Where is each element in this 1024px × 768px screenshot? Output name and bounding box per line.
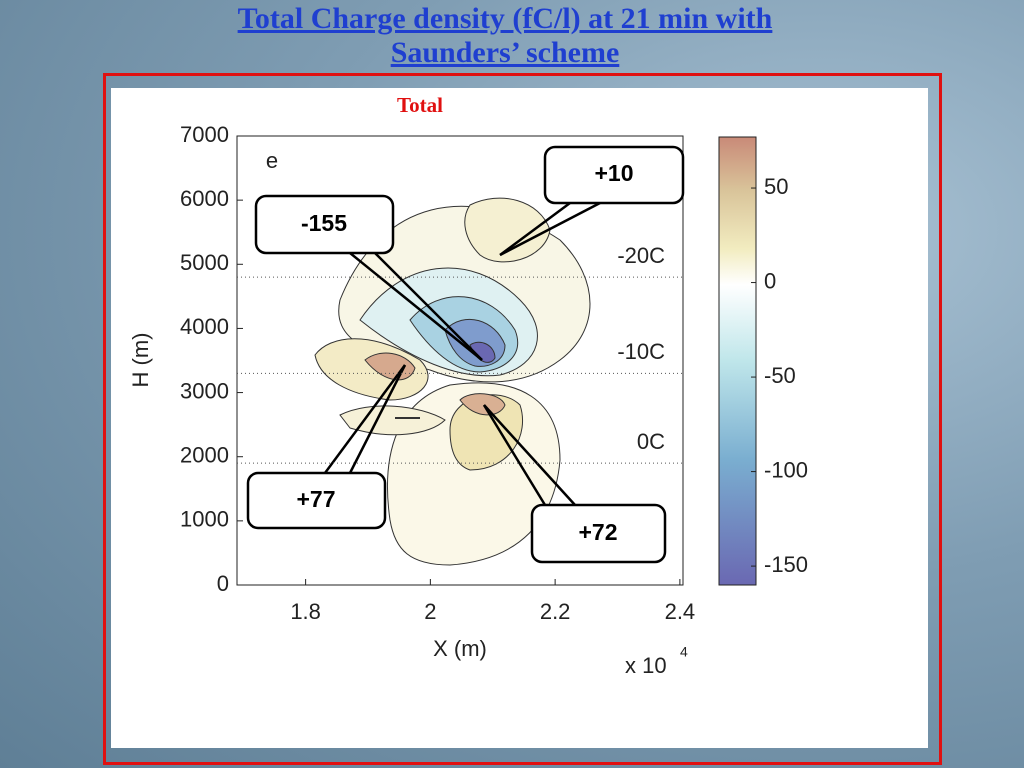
frame xyxy=(103,73,942,765)
colorbar-tick-label: 50 xyxy=(764,174,788,199)
callout-label: +77 xyxy=(296,486,335,512)
callout-label: +72 xyxy=(578,519,617,545)
colorbar-tick-label: -150 xyxy=(764,552,808,577)
contours xyxy=(314,197,591,566)
colorbar-tick-label: -100 xyxy=(764,457,808,482)
isotherm-label: -20C xyxy=(617,243,665,268)
isotherm-label: -10C xyxy=(617,339,665,364)
colorbar-tick-label: -50 xyxy=(764,363,796,388)
y-tick-label: 0 xyxy=(217,571,229,596)
x-tick-label: 1.8 xyxy=(290,599,321,624)
x-tick-label: 2.2 xyxy=(540,599,571,624)
y-tick-label: 7000 xyxy=(180,122,229,147)
y-tick-label: 5000 xyxy=(180,250,229,275)
y-axis-label: H (m) xyxy=(128,333,153,388)
y-tick-label: 2000 xyxy=(180,443,229,468)
isotherm-label: 0C xyxy=(637,429,665,454)
x-axis-label: X (m) xyxy=(433,636,487,661)
x-scale-exponent: 4 xyxy=(680,644,688,660)
axes-frame xyxy=(236,135,684,586)
y-tick-label: 3000 xyxy=(180,378,229,403)
x-tick-label: 2.4 xyxy=(665,599,696,624)
callout-label: -155 xyxy=(301,210,347,236)
slide-title: Total Charge density (fC/l) at 21 min wi… xyxy=(237,2,773,69)
x-tick-label: 2 xyxy=(424,599,436,624)
callouts xyxy=(246,145,685,564)
panel-label: e xyxy=(266,148,278,173)
colorbar-tick-label: 0 xyxy=(764,268,776,293)
y-tick-label: 1000 xyxy=(180,507,229,532)
y-tick-label: 4000 xyxy=(180,314,229,339)
callout-label: +10 xyxy=(594,160,633,186)
x-scale-base: x 10 xyxy=(625,653,667,678)
y-tick-label: 6000 xyxy=(180,186,229,211)
colorbar xyxy=(718,136,757,586)
subtitle: Total xyxy=(397,93,443,117)
